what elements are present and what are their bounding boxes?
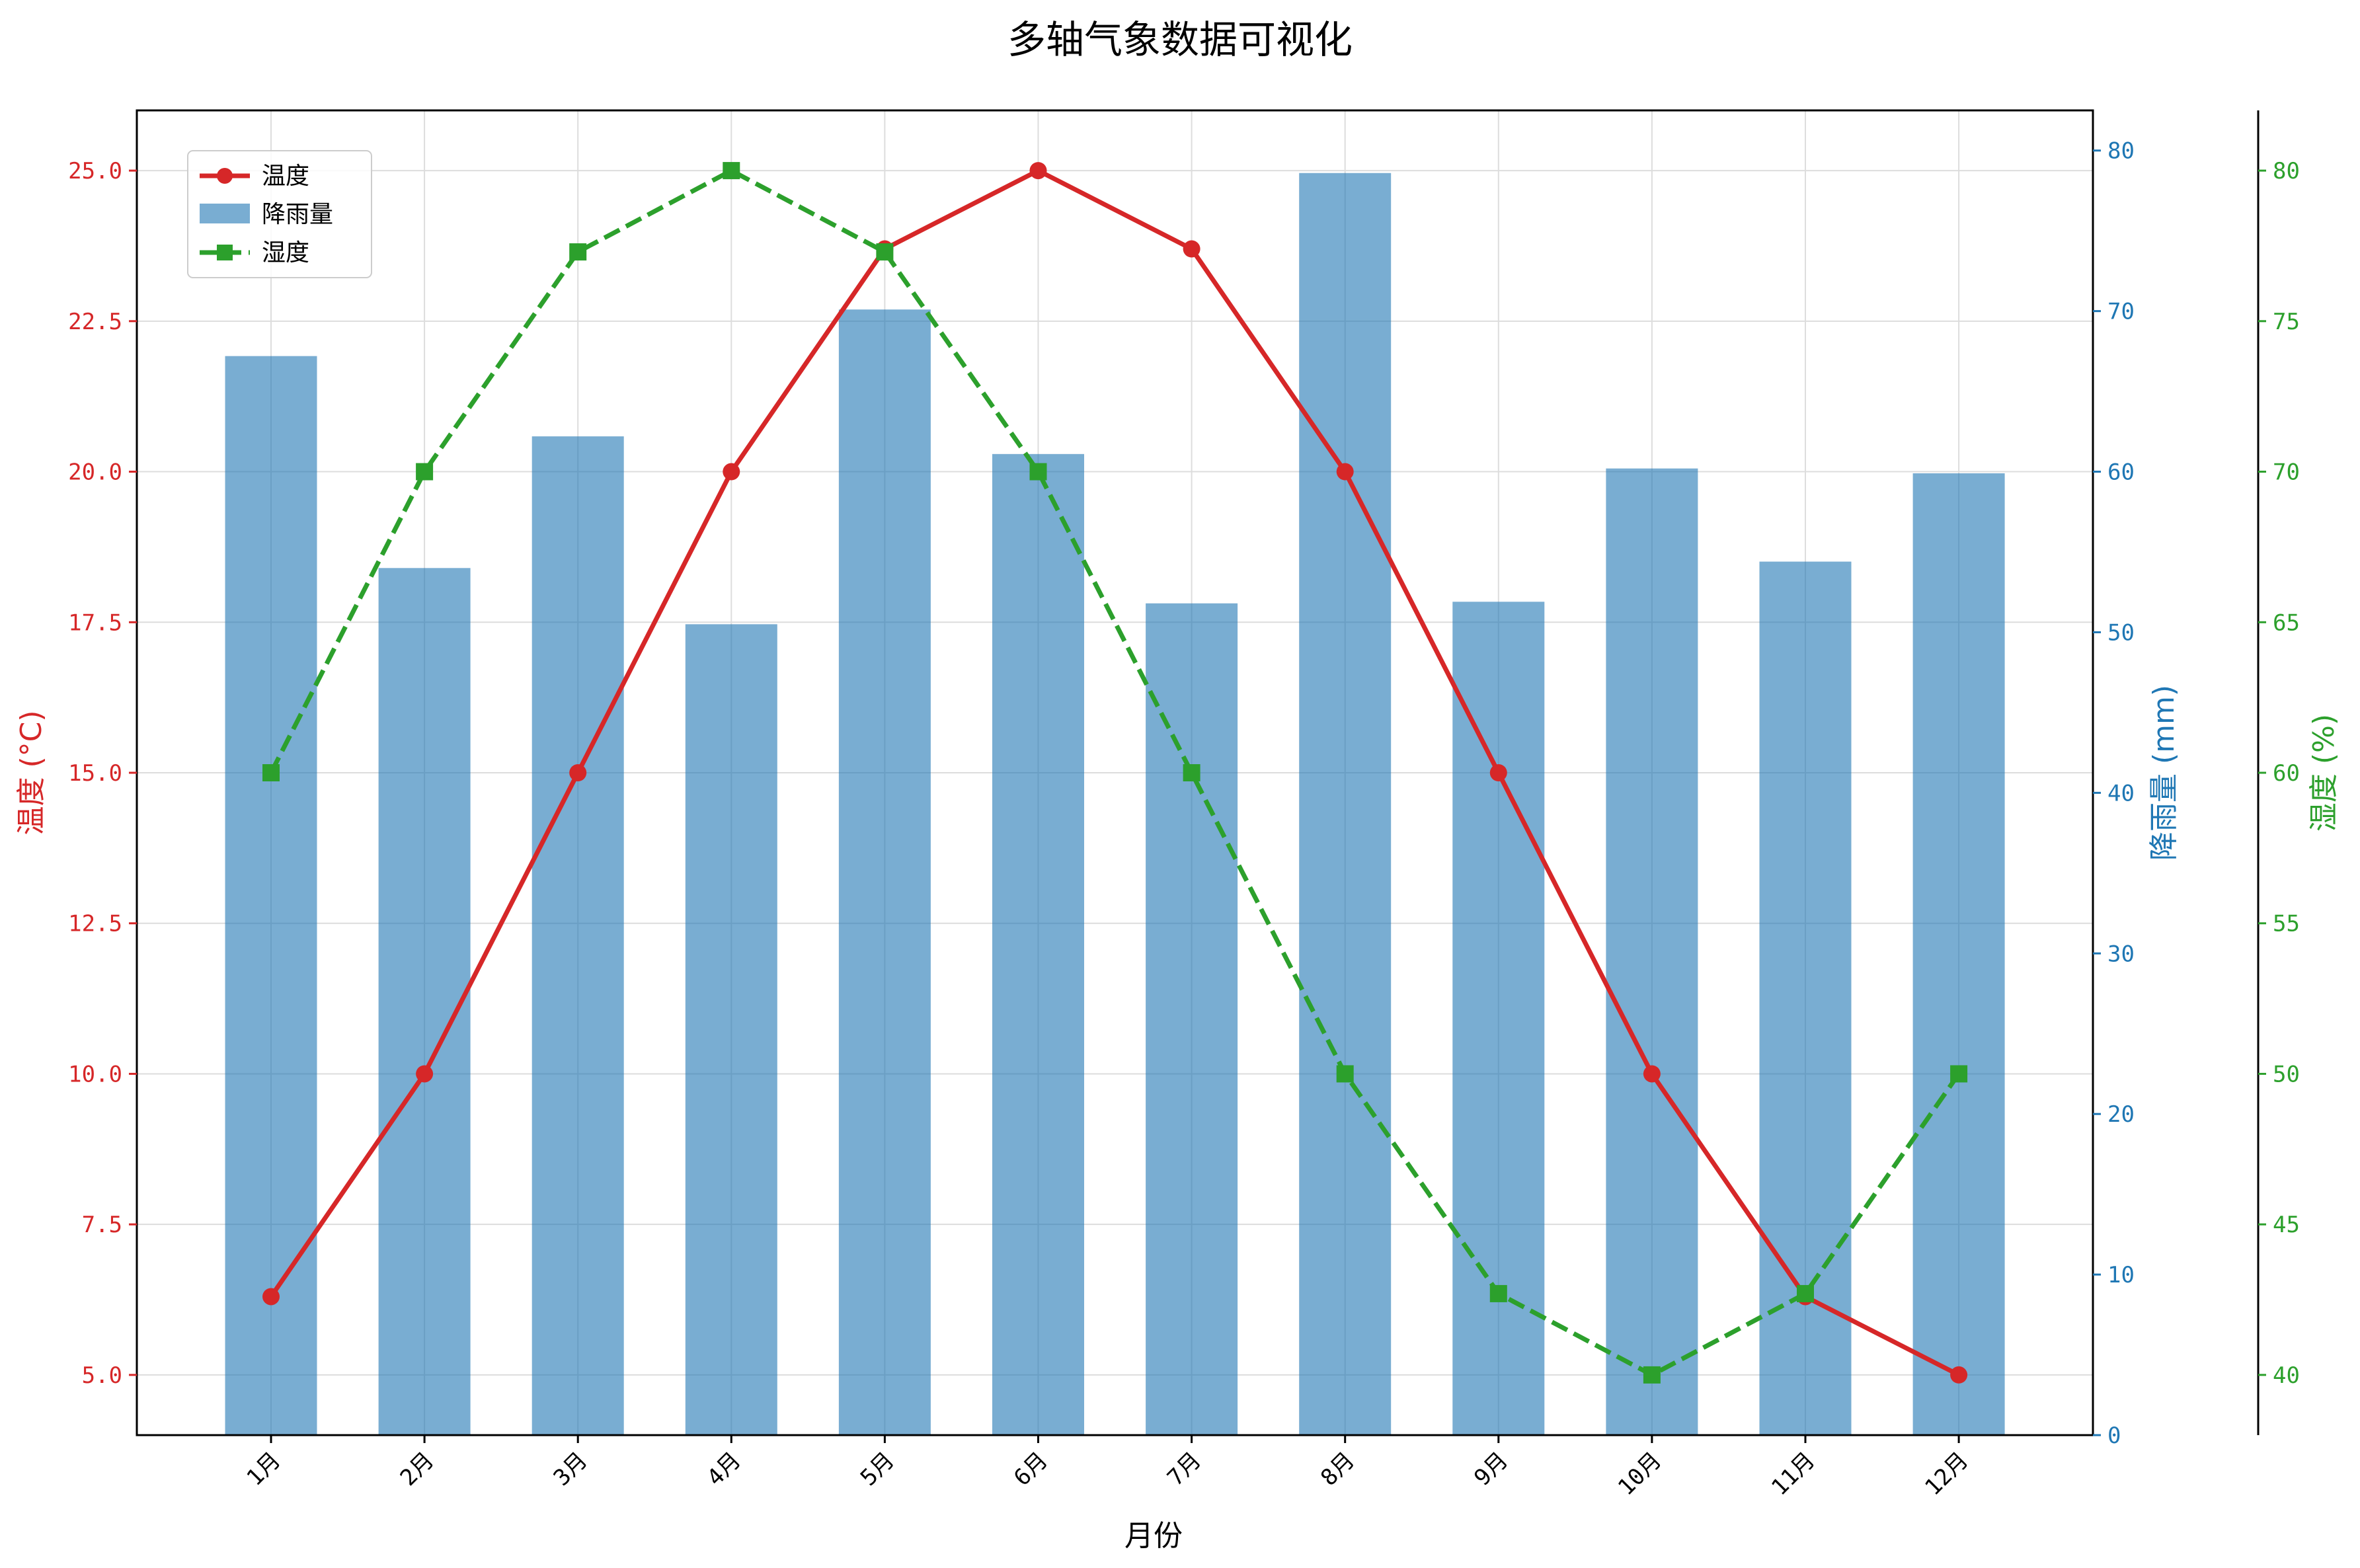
point-humidity [416,463,434,481]
point-temperature [569,764,587,781]
right-tick-label: 50 [2107,619,2135,646]
point-temperature [723,463,740,481]
line-temperature [269,168,1960,1378]
point-temperature [1336,463,1354,481]
right-axis-label: 降雨量 (mm) [2147,685,2181,861]
bar-rainfall [378,568,471,1435]
bar-rainfall [838,309,931,1435]
left-tick-label: 15.0 [68,760,122,787]
bar-rainfall [1912,473,2005,1435]
bar-rainfall [992,453,1084,1435]
line-layer [262,162,1968,1384]
right2-axis-label: 湿度 (%) [2307,714,2341,832]
left-axis-label: 温度 (°C) [15,710,48,835]
left-tick-label: 22.5 [68,309,122,335]
left-tick-label: 12.5 [68,911,122,937]
point-humidity [1643,1366,1661,1384]
right2-tick-label: 70 [2273,459,2300,486]
right2-tick-label: 55 [2273,911,2300,937]
right-tick-label: 60 [2107,459,2135,486]
right2-tick-label: 80 [2273,158,2300,184]
right-tick-label: 70 [2107,299,2135,325]
legend-marker-square [217,245,233,260]
bar-layer [225,173,2005,1436]
point-humidity [1183,764,1200,781]
bar-rainfall [1299,173,1392,1435]
legend-marker-circle [217,168,233,184]
bar-rainfall [1146,603,1238,1435]
point-temperature [262,1288,280,1306]
x-axis-label: 月份 [1124,1519,1183,1553]
left-tick-label: 17.5 [68,609,122,636]
right2-tick-label: 60 [2273,760,2300,787]
right2-tick-label: 75 [2273,309,2300,335]
bar-rainfall [685,624,777,1435]
point-temperature [1029,162,1047,180]
point-humidity [1336,1065,1354,1083]
right2-tick-label: 40 [2273,1362,2300,1389]
point-humidity [262,764,280,781]
left-tick-label: 5.0 [82,1362,122,1389]
right2-tick-label: 50 [2273,1061,2300,1087]
legend-entry-label: 温度 [262,163,309,190]
point-humidity [1489,1284,1507,1302]
legend-entry-label: 降雨量 [262,201,333,228]
bar-rainfall [531,436,624,1435]
right-tick-label: 80 [2107,138,2135,165]
point-humidity [723,162,740,180]
legend-swatch-rainfall [200,204,250,223]
right-tick-label: 0 [2107,1423,2121,1449]
right-tick-label: 30 [2107,941,2135,967]
point-humidity [1029,463,1047,481]
left-tick-label: 25.0 [68,158,122,184]
point-humidity [569,243,587,261]
legend-entry-label: 湿度 [262,239,309,266]
right-tick-label: 40 [2107,780,2135,806]
chart-title: 多轴气象数据可视化 [1007,17,1353,62]
left-tick-label: 7.5 [82,1212,122,1238]
point-temperature [1950,1366,1968,1384]
right2-tick-label: 45 [2273,1212,2300,1238]
point-temperature [1643,1065,1661,1083]
right-tick-label: 10 [2107,1262,2135,1288]
left-tick-label: 10.0 [68,1061,122,1087]
legend-box [187,150,372,278]
right2-tick-label: 65 [2273,609,2300,636]
bar-rainfall [1606,468,1698,1435]
point-temperature [1183,240,1200,258]
point-humidity [876,243,894,261]
point-humidity [1797,1284,1814,1302]
right-tick-label: 20 [2107,1101,2135,1128]
left-tick-label: 20.0 [68,459,122,486]
point-temperature [416,1065,434,1083]
bar-rainfall [225,356,317,1435]
bar-rainfall [1452,602,1545,1436]
point-temperature [1489,764,1507,781]
point-humidity [1950,1065,1968,1083]
